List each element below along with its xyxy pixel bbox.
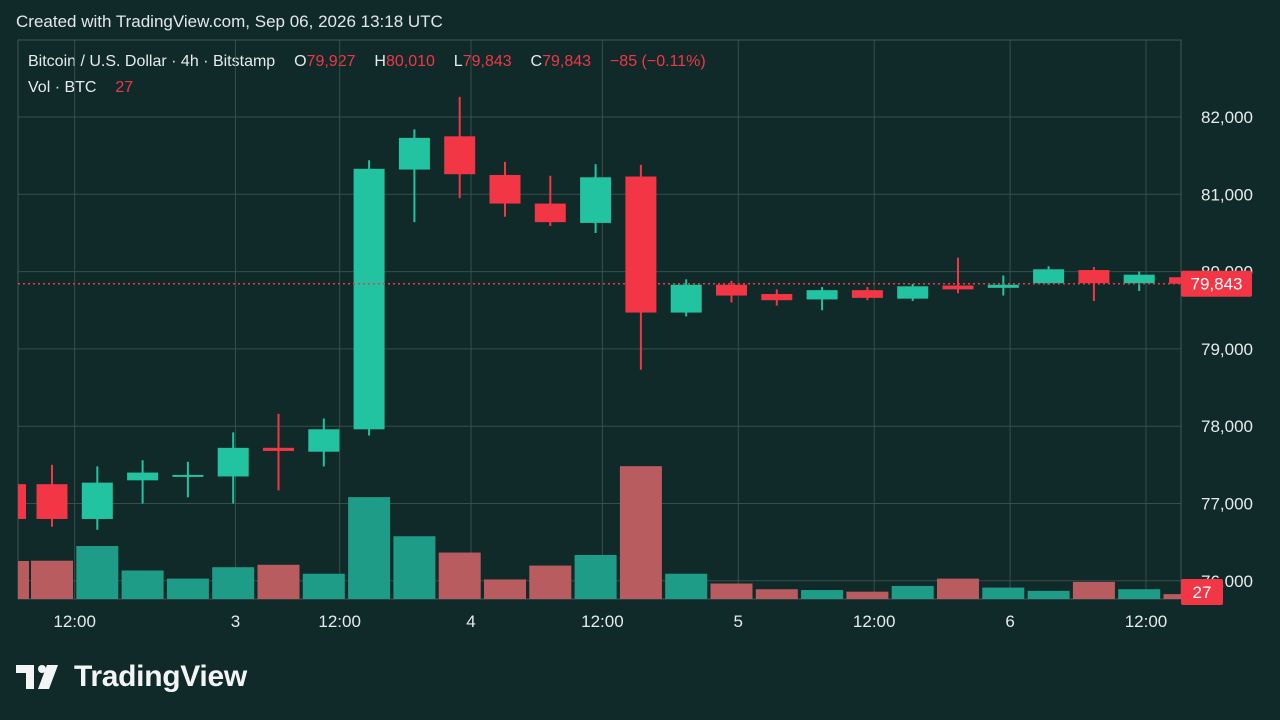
chart-grid: [17, 39, 1182, 600]
candle-partial: [18, 484, 26, 519]
volume-bar: [484, 579, 526, 599]
price-tick-label: 78,000: [1201, 417, 1253, 436]
volume-bar: [302, 573, 345, 599]
volume-bar: [574, 554, 617, 599]
ohlc-legend: Bitcoin / U.S. Dollar · 4h · Bitstamp O7…: [28, 53, 706, 71]
candle-body: [353, 168, 385, 430]
close-label: C: [530, 53, 543, 70]
volume-bar: [710, 583, 753, 599]
price-tick-label: 77,000: [1201, 495, 1253, 514]
volume-label[interactable]: Vol · BTC: [28, 79, 97, 96]
volume-bar: [665, 573, 708, 599]
volume-bar: [937, 578, 979, 599]
volume-bar: [31, 560, 73, 599]
volume-bar: [257, 564, 300, 599]
time-tick-label: 3: [231, 612, 240, 631]
candle-body: [716, 284, 747, 296]
volume-bars: [18, 466, 1206, 599]
high-label: H: [374, 53, 386, 70]
candle-body: [444, 136, 476, 175]
volume-bar: [393, 536, 436, 599]
last-volume-label: 27: [1193, 583, 1212, 602]
volume-value: 27: [115, 79, 134, 96]
volume-bar-partial: [18, 561, 29, 599]
time-tick-label: 12:00: [1125, 612, 1168, 631]
volume-bar: [529, 565, 572, 599]
volume-bar: [755, 589, 798, 599]
volume-legend: Vol · BTC 27: [28, 79, 133, 97]
plot-border: [17, 39, 1182, 600]
candle-body: [806, 290, 838, 300]
candle-body: [670, 284, 702, 313]
change-value: −85 (−0.11%): [609, 53, 706, 70]
volume-bar: [212, 567, 255, 599]
time-tick-label: 6: [1005, 612, 1014, 631]
tradingview-wordmark: TradingView: [74, 660, 247, 693]
volume-bar: [1072, 581, 1115, 599]
candle-body: [534, 203, 566, 223]
symbol-title[interactable]: Bitcoin / U.S. Dollar · 4h · Bitstamp: [28, 53, 276, 70]
candle-body: [81, 482, 113, 519]
candle-body: [1078, 270, 1110, 284]
tradingview-logo-icon: [16, 665, 58, 689]
candle-body: [897, 286, 929, 299]
low-label: L: [453, 53, 463, 70]
last-price-badge: [1181, 270, 1252, 297]
candle-body: [580, 177, 612, 223]
price-tick-label: 82,000: [1201, 108, 1253, 127]
volume-bar: [438, 552, 481, 599]
volume-bar: [619, 466, 662, 599]
time-tick-label: 12:00: [318, 612, 361, 631]
candle-body: [1033, 269, 1065, 284]
last-price-label: 79,843: [1191, 275, 1243, 294]
time-tick-label: 12:00: [53, 612, 96, 631]
close-value: 79,843: [542, 53, 592, 70]
open-label: O: [294, 53, 307, 70]
candle-body: [489, 174, 521, 204]
volume-bar: [846, 591, 889, 599]
candle-body: [942, 285, 974, 290]
candlesticks: [18, 96, 1200, 530]
candle-body: [1123, 274, 1155, 284]
time-tick-label: 5: [734, 612, 743, 631]
candle-body: [217, 447, 249, 477]
last-volume-badge: [1181, 579, 1223, 605]
candle-body: [308, 429, 340, 452]
candle-body: [36, 484, 68, 519]
time-tick-label: 4: [466, 612, 475, 631]
volume-bar: [801, 590, 844, 599]
volume-bar: [348, 497, 391, 599]
volume-bar: [1027, 590, 1070, 599]
high-value: 80,010: [385, 53, 435, 70]
low-value: 79,843: [462, 53, 512, 70]
time-tick-label: 12:00: [853, 612, 896, 631]
candle-body: [398, 137, 430, 170]
price-axis: 82,00081,00080,00079,00078,00077,00076,0…: [1181, 108, 1253, 605]
price-tick-label: 81,000: [1201, 185, 1253, 204]
created-with-header: Created with TradingView.com, Sep 06, 20…: [16, 12, 443, 31]
tradingview-brand[interactable]: TradingView: [16, 660, 247, 694]
candle-body: [625, 176, 657, 313]
volume-bar: [76, 546, 119, 599]
volume-bar: [121, 570, 164, 599]
price-tick-label: 79,000: [1201, 340, 1253, 359]
volume-bar: [166, 578, 209, 599]
open-value: 79,927: [306, 53, 356, 70]
time-axis: 12:00 3 12:00 4 12:00 5 12:00 6 12:00: [53, 612, 1167, 631]
candle-body: [987, 284, 1019, 288]
candle-body: [127, 472, 159, 481]
volume-bar: [1118, 589, 1161, 599]
candle-body: [172, 474, 204, 477]
volume-bar: [891, 585, 934, 599]
candle-body: [761, 294, 793, 301]
candle-body: [851, 290, 883, 298]
candle-body: [263, 447, 294, 451]
volume-bar: [982, 587, 1025, 599]
time-tick-label: 12:00: [581, 612, 624, 631]
